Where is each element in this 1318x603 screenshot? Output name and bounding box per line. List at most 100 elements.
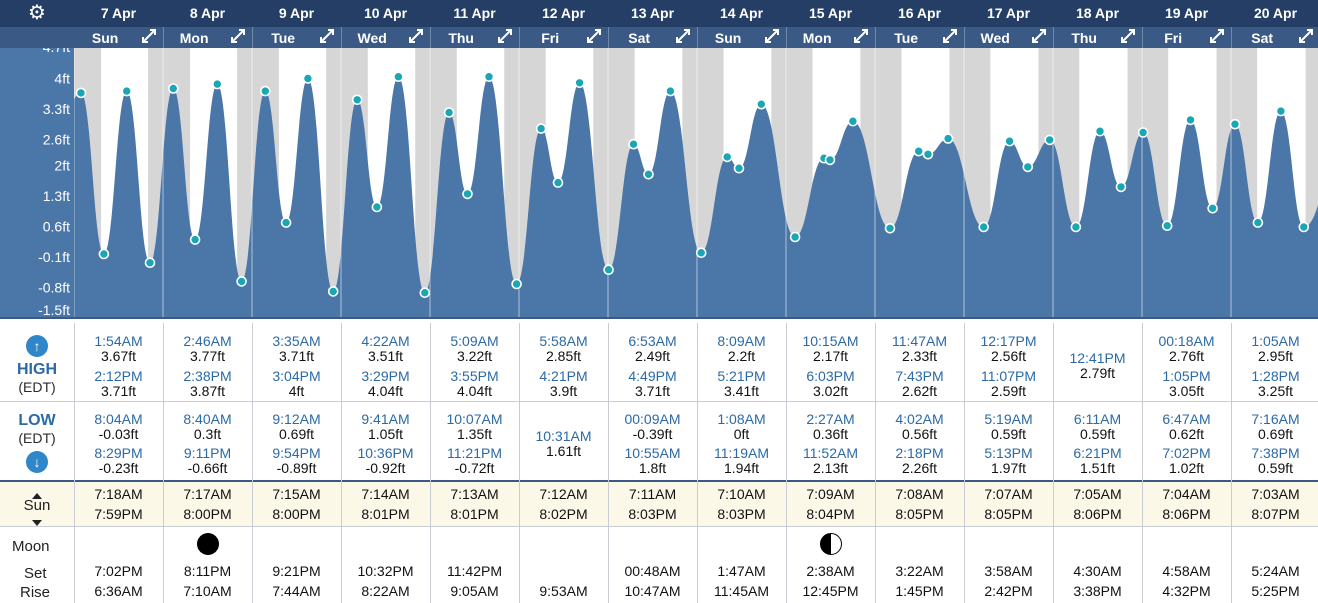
expand-icon[interactable] [675, 28, 691, 44]
high-tide-marker[interactable] [351, 94, 363, 106]
arrow-up-icon[interactable]: ↑ [26, 335, 48, 357]
expand-icon[interactable] [319, 28, 335, 44]
sun-row-bg [0, 481, 1318, 526]
high-tide-marker[interactable] [483, 71, 495, 83]
sunset-time: 8:04PM [806, 506, 855, 522]
high-tide-marker[interactable] [847, 115, 859, 127]
high-tide-marker[interactable] [212, 78, 223, 90]
low-tide-marker[interactable] [1161, 220, 1173, 231]
expand-icon[interactable] [853, 28, 869, 44]
high-tide-marker[interactable] [1275, 105, 1287, 117]
arrow-down-icon[interactable]: ↓ [26, 451, 48, 473]
expand-icon[interactable] [1120, 28, 1136, 44]
high-tide-marker[interactable] [443, 107, 455, 118]
high-tide-time: 2:38PM [183, 368, 232, 384]
low-tide-marker[interactable] [371, 201, 383, 213]
high-tide-height: 2.62ft [901, 383, 938, 399]
low-tide-marker[interactable] [733, 162, 745, 174]
expand-icon[interactable] [230, 28, 246, 44]
low-tide-time: 8:40AM [183, 411, 232, 427]
day-of-week: Mon [802, 30, 832, 46]
low-tide-marker[interactable] [824, 154, 836, 166]
gear-icon[interactable]: ⚙ [28, 2, 46, 24]
low-tide-height: 0.59ft [990, 426, 1027, 442]
low-tide-marker[interactable] [419, 287, 431, 298]
day-of-week: Sat [1251, 30, 1274, 46]
high-tide-marker[interactable] [302, 73, 314, 84]
high-tide-marker[interactable] [665, 85, 676, 97]
moonrise-time: 9:05AM [450, 583, 499, 599]
high-tide-marker[interactable] [535, 123, 547, 134]
day-date: 7 Apr [100, 5, 137, 21]
column-divider [1231, 323, 1232, 603]
expand-icon[interactable] [497, 28, 513, 44]
high-tide-marker[interactable] [75, 87, 87, 99]
low-tide-marker[interactable] [695, 247, 707, 258]
high-tide-marker[interactable] [574, 77, 585, 89]
low-tide-marker[interactable] [978, 221, 990, 233]
column-divider [163, 323, 164, 603]
high-tide-marker[interactable] [1094, 125, 1106, 137]
low-tide-marker[interactable] [603, 264, 614, 275]
header-divider [786, 27, 787, 48]
expand-icon[interactable] [586, 28, 602, 44]
expand-icon[interactable] [408, 28, 424, 44]
moonset-time: 11:42PM [447, 563, 502, 579]
high-tide-height: 2.56ft [990, 348, 1027, 364]
low-tide-marker[interactable] [1115, 181, 1127, 193]
expand-icon[interactable] [141, 28, 157, 44]
day-date: 12 Apr [541, 5, 586, 21]
low-tide-marker[interactable] [922, 149, 934, 160]
high-tide-marker[interactable] [1185, 114, 1196, 126]
high-tide-marker[interactable] [913, 145, 925, 157]
high-tide-marker[interactable] [755, 98, 767, 110]
moonrise-time: 11:45AM [714, 583, 769, 599]
high-tide-marker[interactable] [1044, 134, 1055, 146]
moonrise-time: 1:45PM [895, 583, 944, 599]
low-tide-marker[interactable] [327, 286, 339, 297]
low-tide-marker[interactable] [236, 276, 247, 287]
day-of-week: Fri [541, 30, 560, 46]
header-divider [697, 27, 698, 48]
high-tide-marker[interactable] [393, 71, 404, 83]
low-tide-marker[interactable] [789, 231, 801, 243]
low-tide-marker[interactable] [144, 257, 156, 268]
high-tide-marker[interactable] [168, 83, 179, 94]
high-tide-time: 1:54AM [94, 333, 143, 349]
expand-icon[interactable] [1209, 28, 1225, 44]
high-tide-marker[interactable] [121, 85, 132, 97]
sunrise-time: 7:05AM [1073, 486, 1122, 502]
expand-icon[interactable] [1298, 28, 1314, 44]
high-tide-marker[interactable] [942, 133, 954, 144]
high-tide-marker[interactable] [259, 85, 271, 97]
expand-icon[interactable] [942, 28, 958, 44]
low-tide-marker[interactable] [1022, 161, 1034, 173]
low-tide-marker[interactable] [1298, 221, 1310, 233]
low-tide-marker[interactable] [643, 169, 654, 180]
high-tide-time: 2:46AM [183, 333, 232, 349]
low-tide-marker[interactable] [1070, 221, 1082, 233]
low-tide-marker[interactable] [511, 278, 522, 290]
sunset-time: 8:03PM [628, 506, 677, 522]
high-tide-marker[interactable] [721, 151, 733, 163]
low-tide-marker[interactable] [884, 223, 896, 234]
expand-icon[interactable] [1031, 28, 1047, 44]
high-tide-marker[interactable] [1137, 127, 1149, 138]
expand-icon[interactable] [764, 28, 780, 44]
day-of-week: Sun [91, 30, 119, 46]
moonset-time: 1:47AM [717, 563, 766, 579]
high-tide-marker[interactable] [628, 138, 639, 150]
low-tide-marker[interactable] [1207, 203, 1218, 214]
low-tide-marker[interactable] [98, 248, 110, 260]
low-tide-marker[interactable] [189, 234, 201, 245]
low-tide-marker[interactable] [462, 188, 473, 200]
low-tide-marker[interactable] [552, 177, 564, 188]
high-tide-marker[interactable] [1229, 118, 1241, 130]
low-tide-marker[interactable] [1252, 217, 1264, 228]
moonrise-time: 7:10AM [183, 583, 232, 599]
high-tide-marker[interactable] [1004, 135, 1015, 147]
low-tide-marker[interactable] [280, 217, 292, 228]
sunrise-time: 7:04AM [1162, 486, 1211, 502]
day-of-week: Sun [714, 30, 742, 46]
column-divider [252, 323, 253, 603]
